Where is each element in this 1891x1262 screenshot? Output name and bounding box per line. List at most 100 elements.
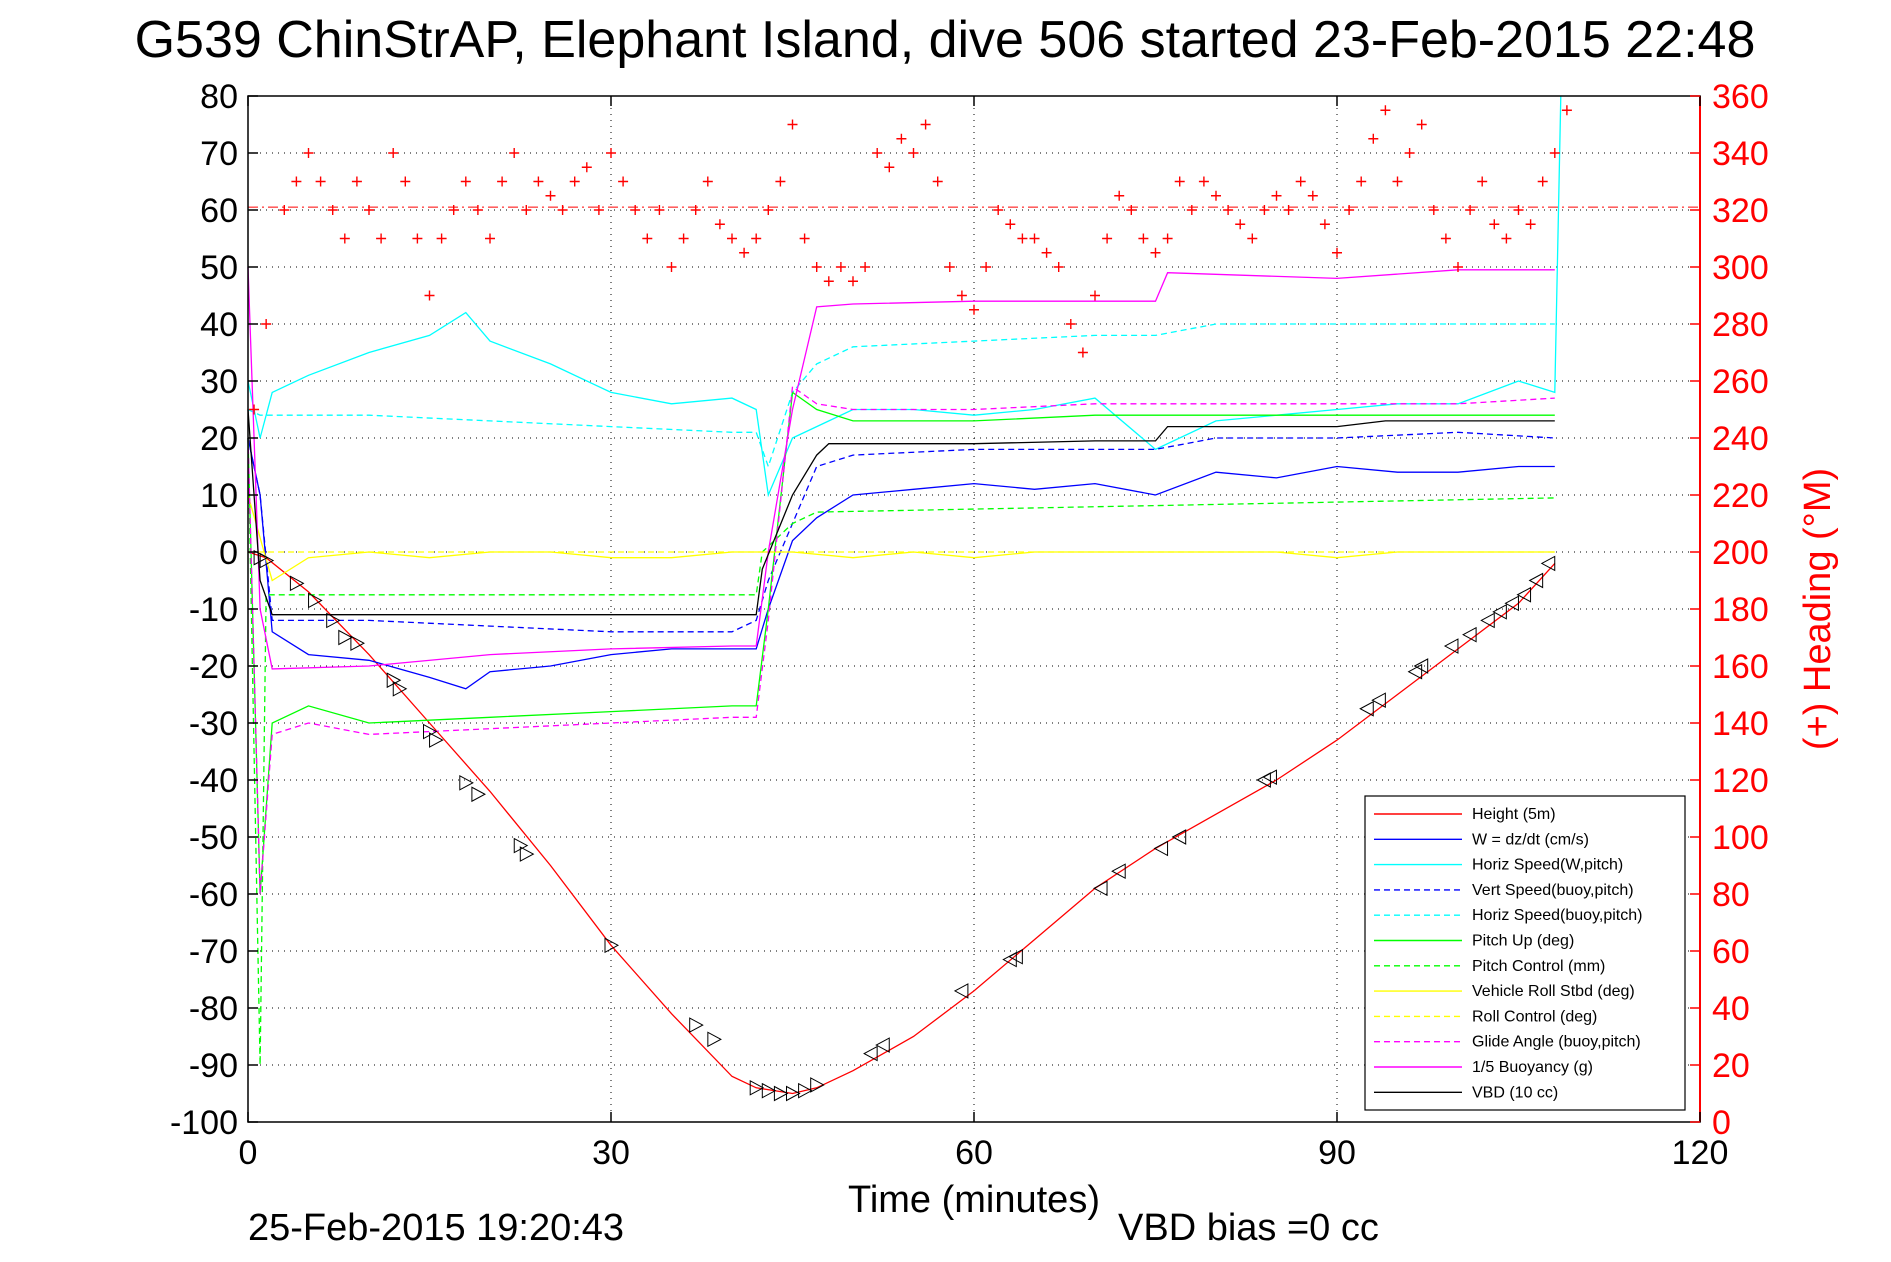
heading-point [364,205,374,215]
heading-point [606,148,616,158]
triangle-marker [749,1079,765,1096]
series-line-7 [247,494,1555,582]
triangle-marker [471,786,486,803]
triangle-marker [1516,586,1532,603]
triangle-marker [786,1085,801,1102]
heading-point [1344,205,1355,215]
heading-point [799,233,810,244]
heading-point [291,176,302,187]
right-tick-label: 280 [1712,306,1769,344]
legend-label: VBD (10 cc) [1472,1084,1558,1101]
heading-point [1513,205,1524,215]
heading-point [1501,233,1512,244]
heading-point [1283,205,1294,215]
axis-ticks: 0 30 60 90 12080706050403020100-10-20-30-40-… [170,78,1769,1172]
y-tick-label: 50 [200,249,238,287]
heading-point [1356,176,1367,187]
heading-point [630,205,641,215]
heading-point [1380,105,1391,116]
heading-point [666,262,677,272]
heading-point [388,148,399,158]
y-tick-label: -40 [189,762,238,800]
y-tick-label: -100 [170,1104,238,1142]
y-tick-label: 80 [200,78,238,116]
series-line-6 [247,437,1555,1066]
triangle-marker [350,635,365,652]
heading-point [424,290,435,301]
heading-point [279,205,290,215]
legend-label: Roll Control (deg) [1472,1008,1597,1025]
right-tick-label: 360 [1712,78,1769,116]
heading-point [981,262,992,272]
series-line-2 [247,95,1562,498]
heading-point [920,119,931,130]
triangle-marker [1262,769,1277,785]
heading-point [1053,262,1064,272]
heading-point [1368,133,1379,144]
triangle-marker [259,552,275,569]
heading-point [249,404,260,415]
right-tick-label: 80 [1712,876,1750,914]
x-axis-label: Time (minutes) [848,1179,1100,1221]
heading-point [956,290,967,301]
heading-point [1319,219,1330,230]
y-tick-label: 0 [219,534,238,572]
heading-point [1295,176,1306,187]
triangle-marker [953,983,969,999]
right-tick-label: 20 [1712,1047,1750,1085]
heading-point [654,205,665,215]
heading-point [1017,233,1028,244]
triangle-marker [338,629,353,646]
heading-point [1211,190,1221,201]
series-line-0 [247,551,1556,1095]
heading-point [351,176,362,187]
heading-point [1223,205,1234,215]
right-tick-label: 200 [1712,534,1769,572]
triangle-marker [1413,658,1429,674]
y-tick-label: 40 [200,306,238,344]
heading-point [1090,290,1100,301]
triangle-marker [1443,638,1459,654]
right-tick-label: 40 [1712,990,1750,1028]
legend-label: Horiz Speed(W,pitch) [1472,857,1623,874]
heading-point [376,233,387,244]
heading-point [1271,190,1282,201]
x-tick-label: 30 [592,1134,630,1172]
series-layer [247,95,1572,1095]
legend-label: Vert Speed(buoy,pitch) [1472,882,1634,899]
heading-point [1404,148,1415,158]
heading-point [835,262,846,272]
heading-point [521,205,532,215]
heading-point [1174,176,1185,187]
triangle-marker [1480,612,1495,629]
heading-point [1428,205,1439,215]
heading-point [1005,219,1016,230]
legend-box [1364,795,1686,1111]
triangle-marker [810,1077,825,1093]
triangle-marker [1528,572,1544,589]
series-line-5 [247,391,1555,895]
triangle-marker [875,1037,890,1053]
vbd-bias-footer: VBD bias =0 cc [1118,1207,1379,1249]
triangle-marker [1171,829,1187,845]
heading-point [642,233,653,244]
heading-point [1102,233,1113,244]
heading-point [1307,190,1318,201]
right-tick-label: 260 [1712,363,1769,401]
y-tick-label: 20 [200,420,238,458]
triangle-marker [326,612,341,629]
heading-point [932,176,943,187]
right-tick-label: 180 [1712,591,1769,629]
heading-point [1198,176,1209,187]
heading-point [896,133,907,144]
right-tick-label: 120 [1712,762,1769,800]
heading-point [1041,247,1052,258]
y-tick-label: 10 [200,477,238,515]
heading-point [1465,205,1476,215]
series-line-1 [247,437,1555,690]
heading-point [1549,148,1560,158]
heading-point [714,219,725,230]
series-line-9 [247,385,1555,895]
heading-point [993,205,1004,215]
